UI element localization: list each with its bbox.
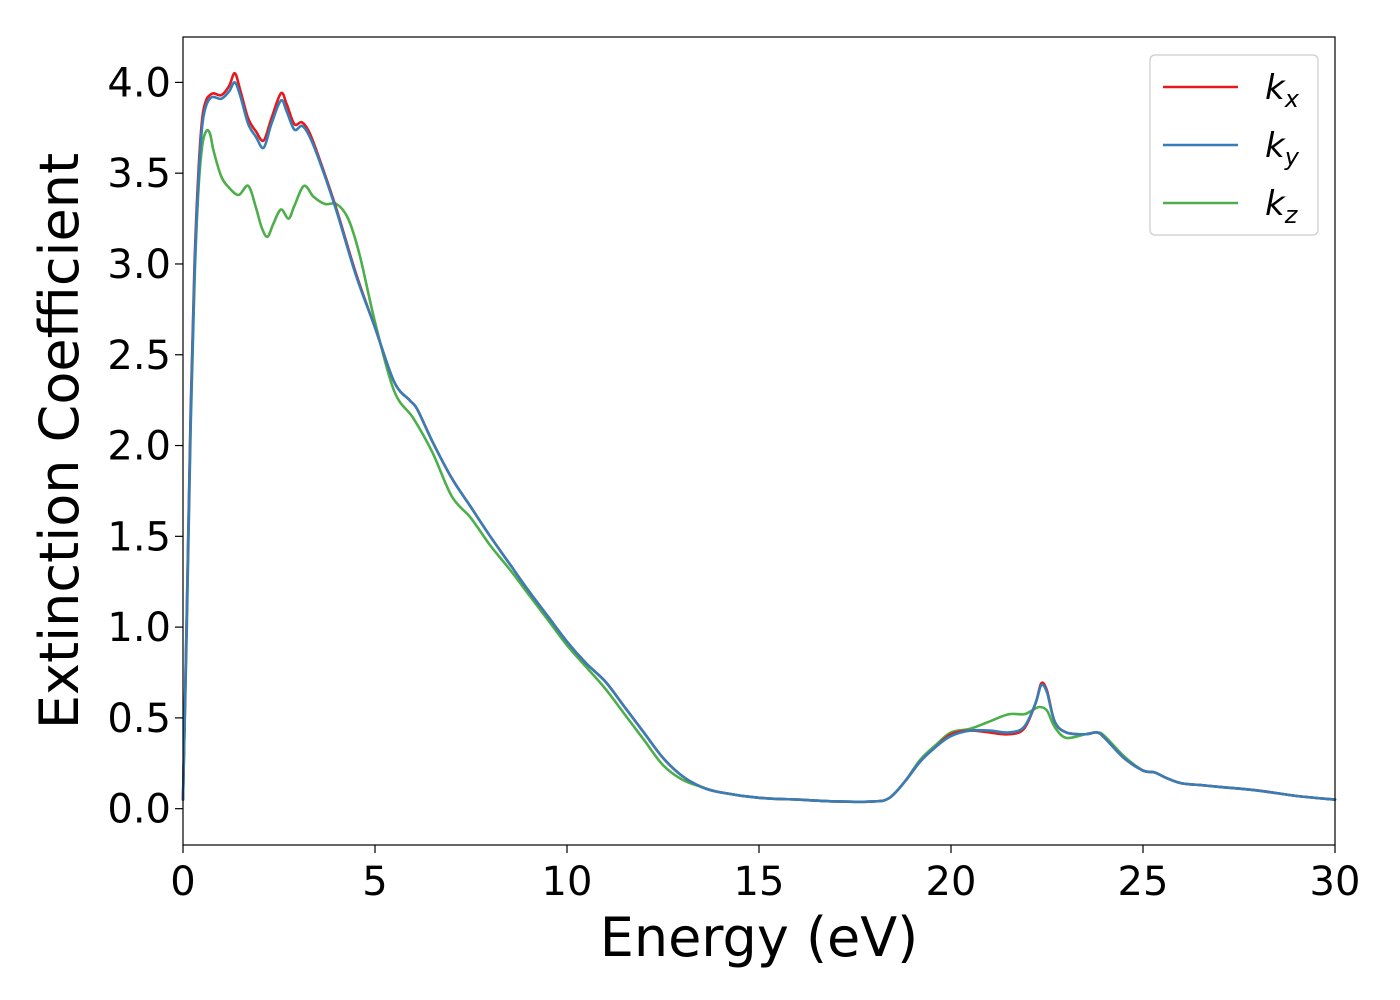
legend-subscript: x <box>1284 85 1300 113</box>
series-line-ky <box>181 81 1337 804</box>
x-tick-label: 30 <box>1310 859 1361 905</box>
y-tick-label: 4.0 <box>107 60 171 106</box>
y-tick-label: 3.5 <box>107 151 171 197</box>
y-tick-label: 2.0 <box>107 424 171 470</box>
series-line-kz <box>181 128 1337 804</box>
y-tick-label: 3.0 <box>107 242 171 288</box>
x-axis: 0 5 10 15 20 25 30 <box>170 845 1360 905</box>
series-layer <box>181 72 1337 804</box>
x-tick-label: 20 <box>926 859 977 905</box>
y-tick-label: 0.5 <box>107 696 171 742</box>
legend-label-kz: kz <box>1265 184 1299 229</box>
y-tick-label: 0.0 <box>107 787 171 833</box>
y-tick-label: 1.0 <box>107 605 171 651</box>
plot-area <box>183 37 1335 845</box>
y-axis-title: Extinction Coefficient <box>28 153 91 729</box>
y-tick-label: 1.5 <box>107 514 171 560</box>
x-tick-label: 5 <box>362 859 387 905</box>
x-tick-label: 25 <box>1118 859 1169 905</box>
x-tick-label: 0 <box>170 859 195 905</box>
legend-subscript: z <box>1284 201 1299 229</box>
x-tick-label: 15 <box>734 859 785 905</box>
legend-symbol: k <box>1265 68 1286 108</box>
legend-label-kx: kx <box>1265 68 1300 113</box>
x-tick-label: 10 <box>542 859 593 905</box>
legend-subscript: y <box>1284 143 1300 171</box>
x-axis-title: Energy (eV) <box>600 906 919 969</box>
legend-symbol: k <box>1265 126 1286 166</box>
legend-symbol: k <box>1265 184 1286 224</box>
y-tick-label: 2.5 <box>107 333 171 379</box>
y-axis: 0.0 0.5 1.0 1.5 2.0 2.5 3.0 3.5 4.0 <box>107 60 183 833</box>
legend-label-ky: ky <box>1265 126 1300 171</box>
